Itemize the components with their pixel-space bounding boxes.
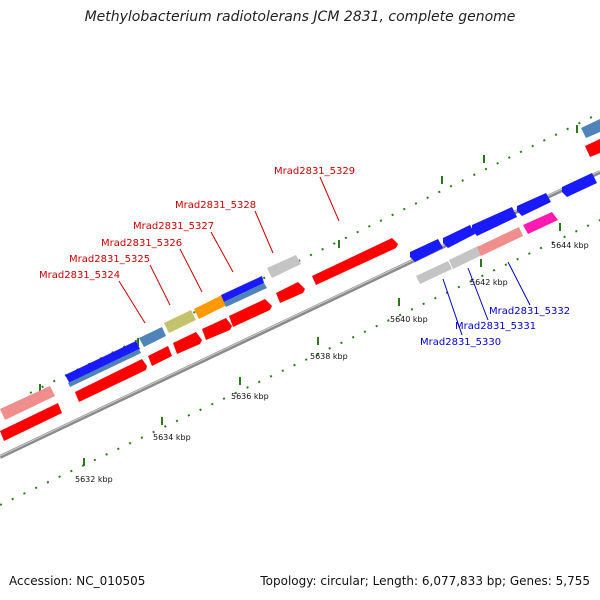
gene-feature — [267, 255, 301, 278]
gene-feature — [221, 276, 264, 302]
gene-feature — [581, 119, 600, 138]
map-title: Methylobacterium radiotolerans JCM 2831,… — [84, 9, 516, 25]
tick-marks: 5632 kbp 5634 kbp 5636 kbp 5638 kbp 5640… — [39, 125, 589, 484]
label-leaders — [118, 176, 531, 336]
tick-label: 5642 kbp — [470, 278, 508, 287]
tick-label: 5634 kbp — [153, 433, 191, 442]
accession-text: Accession: NC_010505 — [9, 574, 146, 588]
gene-feature — [139, 327, 166, 347]
gene-feature — [477, 227, 523, 256]
gene-feature — [202, 318, 232, 340]
gene-feature — [523, 212, 558, 234]
gene-feature — [0, 386, 55, 420]
gene-feature — [416, 261, 452, 284]
gene-feature — [276, 282, 305, 303]
gene-feature — [164, 310, 196, 333]
gene-label[interactable]: Mrad2831_5331 — [455, 321, 536, 332]
gene-label[interactable]: Mrad2831_5330 — [420, 337, 501, 348]
gene-labels: Mrad2831_5324 Mrad2831_5325 Mrad2831_532… — [39, 166, 570, 348]
tick-label: 5638 kbp — [310, 352, 348, 361]
gene-label[interactable]: Mrad2831_5324 — [39, 270, 120, 281]
gene-feature — [224, 283, 267, 307]
tick-label: 5632 kbp — [75, 475, 113, 484]
gene-feature — [229, 299, 272, 327]
gene-label[interactable]: Mrad2831_5328 — [175, 200, 256, 211]
gene-row-inner — [0, 212, 558, 441]
gene-feature — [0, 403, 62, 441]
gene-feature — [65, 341, 140, 384]
gene-feature — [562, 173, 597, 197]
genome-summary-text: Topology: circular; Length: 6,077,833 bp… — [260, 574, 590, 588]
gene-feature — [68, 349, 141, 387]
gene-feature — [173, 332, 202, 354]
gene-label[interactable]: Mrad2831_5329 — [274, 166, 355, 177]
gene-feature — [75, 359, 147, 402]
gene-label[interactable]: Mrad2831_5332 — [489, 306, 570, 317]
gene-feature — [148, 346, 172, 366]
tick-label: 5636 kbp — [231, 392, 269, 401]
tick-label: 5644 kbp — [551, 241, 589, 250]
gene-feature — [312, 238, 398, 285]
gene-feature — [410, 239, 443, 262]
gene-label[interactable]: Mrad2831_5325 — [69, 254, 150, 265]
gene-label[interactable]: Mrad2831_5326 — [101, 238, 182, 249]
gene-row-outer — [0, 119, 600, 420]
gene-feature — [517, 193, 551, 216]
gene-feature — [194, 295, 227, 319]
gene-feature — [443, 225, 475, 248]
tick-label: 5640 kbp — [390, 315, 428, 324]
gene-feature — [585, 139, 600, 157]
gene-feature — [449, 246, 482, 269]
gene-feature — [472, 207, 517, 236]
gene-label[interactable]: Mrad2831_5327 — [133, 221, 214, 232]
